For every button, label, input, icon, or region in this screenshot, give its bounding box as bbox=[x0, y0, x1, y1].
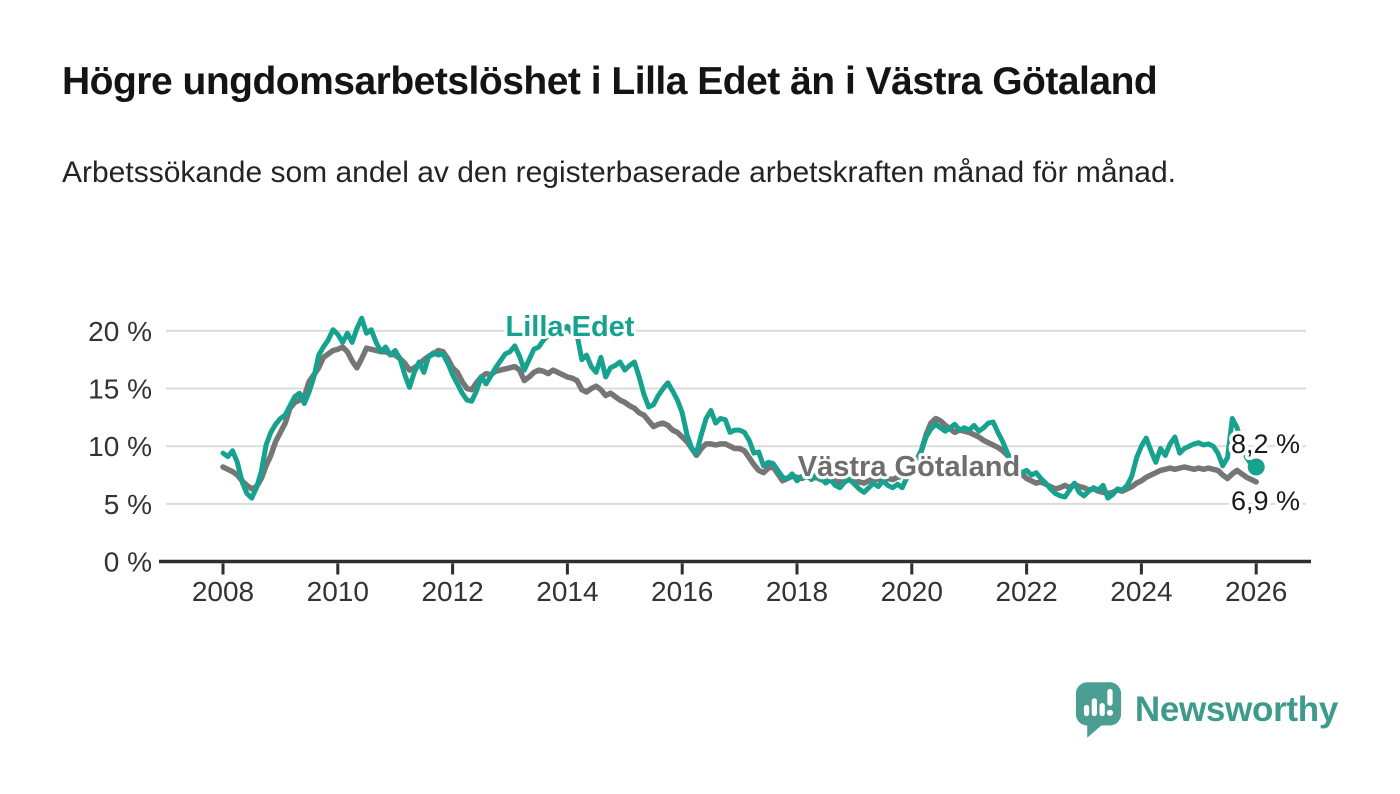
end-value-label-lilla-edet: 8,2 % bbox=[1231, 429, 1300, 459]
x-axis-label-2024: 2024 bbox=[1110, 576, 1172, 607]
axis: 2008 2010 2012 2014 2016 2018 2020 2022 2024 2026 bbox=[159, 559, 1311, 607]
y-axis-label-10: 10 % bbox=[88, 431, 152, 462]
x-axis-label-2026: 2026 bbox=[1225, 576, 1287, 607]
x-axis-label-2010: 2010 bbox=[307, 576, 369, 607]
y-axis-label-5: 5 % bbox=[104, 489, 152, 520]
series-lines bbox=[220, 315, 1265, 501]
x-axis-label-2020: 2020 bbox=[881, 576, 943, 607]
newsworthy-logo-text: Newsworthy bbox=[1134, 690, 1338, 729]
x-axis-label-2022: 2022 bbox=[995, 576, 1057, 607]
series-label-vastra-gotaland: Västra Götaland bbox=[798, 451, 1020, 483]
newsworthy-logo: Newsworthy bbox=[1075, 681, 1338, 739]
y-axis-label-0: 0 % bbox=[104, 547, 152, 578]
newsworthy-logo-icon bbox=[1075, 682, 1121, 738]
line-lilla-edet bbox=[220, 315, 1259, 501]
x-axis-label-2012: 2012 bbox=[421, 576, 483, 607]
end-dot-lilla-edet bbox=[1247, 458, 1265, 476]
x-axis-label-2018: 2018 bbox=[766, 576, 828, 607]
page-title: Högre ungdomsarbetslöshet i Lilla Edet ä… bbox=[62, 60, 1158, 103]
x-axis-label-2014: 2014 bbox=[536, 576, 598, 607]
x-axis-label-2016: 2016 bbox=[651, 576, 713, 607]
x-axis-label-2008: 2008 bbox=[192, 576, 254, 607]
end-value-label-vastra-gotaland: 6,9 % bbox=[1231, 486, 1300, 516]
series-label-lilla-edet: Lilla Edet bbox=[506, 311, 635, 343]
page-subtitle: Arbetssökande som andel av den registerb… bbox=[62, 156, 1176, 189]
y-axis-label-20: 20 % bbox=[88, 316, 152, 347]
line-vastra-gotaland bbox=[220, 344, 1259, 497]
y-axis-label-15: 15 % bbox=[88, 374, 152, 405]
